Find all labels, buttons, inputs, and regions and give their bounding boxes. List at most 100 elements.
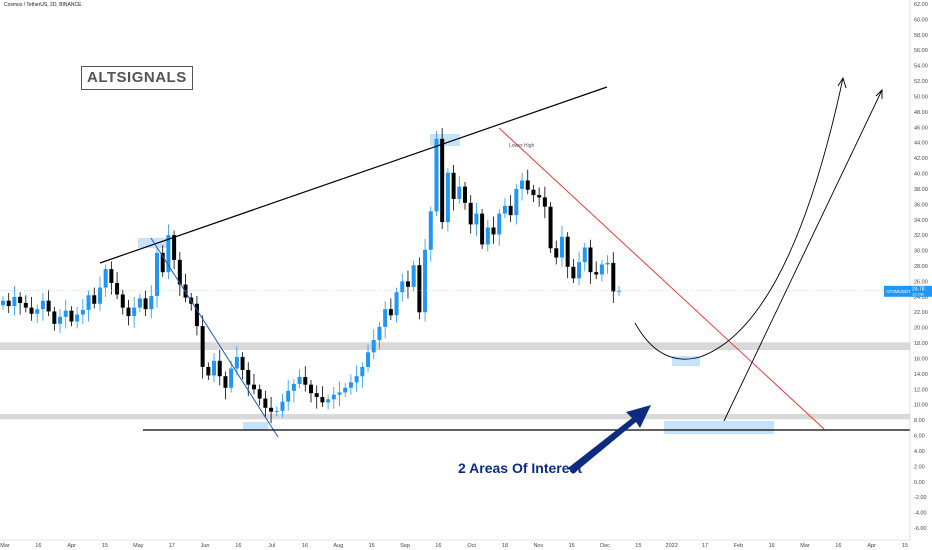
candle-body xyxy=(240,356,245,371)
x-tick-label: 16 xyxy=(769,543,775,549)
x-tick-label: 16 xyxy=(235,543,241,549)
x-tick-label: Sep xyxy=(400,543,410,549)
candle-body xyxy=(417,265,422,313)
candle-body xyxy=(354,376,359,383)
candle-body xyxy=(172,235,177,260)
x-tick-label: 15 xyxy=(102,543,108,549)
y-tick-label: 46.00 xyxy=(914,125,928,131)
candle-body xyxy=(440,138,445,223)
y-tick-label: 40.00 xyxy=(914,172,928,178)
candle-body xyxy=(337,392,342,395)
symbol-header: Cosmos / TetherUS, 2D, BINANCE xyxy=(4,2,82,8)
candle-body xyxy=(115,282,120,295)
x-tick-label: Feb xyxy=(734,543,743,549)
x-tick-label: Nov xyxy=(533,543,543,549)
candle-body xyxy=(200,326,205,367)
candle-body xyxy=(605,262,610,265)
y-tick-label: 22.00 xyxy=(914,310,928,316)
y-tick-label: -4.00 xyxy=(914,511,927,517)
candle-body xyxy=(525,180,530,190)
candle-body xyxy=(280,401,285,411)
x-tick-label: Apr xyxy=(67,543,76,549)
candle-body xyxy=(132,307,137,317)
candle-body xyxy=(314,393,319,397)
x-tick-label: 16 xyxy=(435,543,441,549)
descending-trendline-blue xyxy=(150,237,279,438)
candle-body xyxy=(35,309,40,314)
candle-body xyxy=(588,247,593,273)
candle-body xyxy=(320,397,325,403)
y-tick-label: 60.00 xyxy=(914,17,928,23)
support-zone-lower xyxy=(0,413,910,420)
candle-body xyxy=(554,248,559,258)
y-tick-label: 54.00 xyxy=(914,64,928,70)
candle-body xyxy=(58,316,63,324)
candle-body xyxy=(217,360,222,377)
candle-body xyxy=(286,390,291,402)
candle-body xyxy=(502,205,507,214)
y-tick-label: 12.00 xyxy=(914,387,928,393)
candle-body xyxy=(309,384,313,394)
y-tick-label: 50.00 xyxy=(914,94,928,100)
candle-body xyxy=(491,227,496,235)
x-tick-label: Aug xyxy=(333,543,343,549)
candle-body xyxy=(348,382,353,388)
big-arrow xyxy=(568,405,651,474)
candle-body xyxy=(6,300,11,307)
candle-body xyxy=(331,394,336,400)
candle-body xyxy=(400,281,405,293)
candle-body xyxy=(394,292,399,316)
candle-body xyxy=(155,252,159,297)
candle-body xyxy=(40,300,45,310)
candle-body xyxy=(571,266,576,279)
candle-body xyxy=(46,300,51,312)
candle-body xyxy=(434,138,439,212)
candle-body xyxy=(548,206,553,249)
price-timer-text: 1d 23h xyxy=(912,291,924,296)
candle-body xyxy=(451,172,456,199)
projection-line-2 xyxy=(723,89,883,422)
candle-body xyxy=(343,387,348,393)
candle-body xyxy=(377,326,382,340)
candle-body xyxy=(594,272,599,275)
x-tick-label: Mar xyxy=(800,543,810,549)
candle-body xyxy=(29,307,34,314)
candle-body xyxy=(542,197,547,207)
y-tick-label: 0.00 xyxy=(914,480,925,486)
x-tick-label: Jun xyxy=(201,543,210,549)
y-tick-label: 42.00 xyxy=(914,156,928,162)
candle-body xyxy=(12,296,17,307)
candle-body xyxy=(80,309,85,315)
y-tick-label: 38.00 xyxy=(914,187,928,193)
candle-body xyxy=(617,290,621,292)
x-tick-label: Apr xyxy=(867,543,876,549)
candle-body xyxy=(86,295,91,310)
candle-body xyxy=(269,407,274,412)
candle-body xyxy=(577,262,582,279)
candle-body xyxy=(137,298,142,308)
y-tick-label: -6.00 xyxy=(914,526,927,532)
candle-body xyxy=(263,398,268,408)
candle-body xyxy=(229,368,234,388)
candle-body xyxy=(468,202,473,225)
x-tick-label: Oct xyxy=(467,543,476,549)
candle-body xyxy=(52,311,57,324)
x-tick-label: 16 xyxy=(835,543,841,549)
price-tag xyxy=(884,285,910,297)
y-tick-label: 8.00 xyxy=(914,418,925,424)
candle-body xyxy=(166,235,171,273)
y-tick-label: 32.00 xyxy=(914,233,928,239)
y-tick-label: 26.00 xyxy=(914,279,928,285)
candle-body xyxy=(326,399,331,403)
y-tick-label: 6.00 xyxy=(914,434,925,440)
projection-arrow-2 xyxy=(875,88,883,99)
y-tick-label: 58.00 xyxy=(914,33,928,39)
y-tick-label: 24.00 xyxy=(914,295,928,301)
candle-body xyxy=(599,264,604,275)
x-tick-label: Dec xyxy=(600,543,610,549)
y-tick-label: 48.00 xyxy=(914,110,928,116)
x-tick-label: Mar xyxy=(0,543,10,549)
projection-arrow-1 xyxy=(837,76,847,89)
